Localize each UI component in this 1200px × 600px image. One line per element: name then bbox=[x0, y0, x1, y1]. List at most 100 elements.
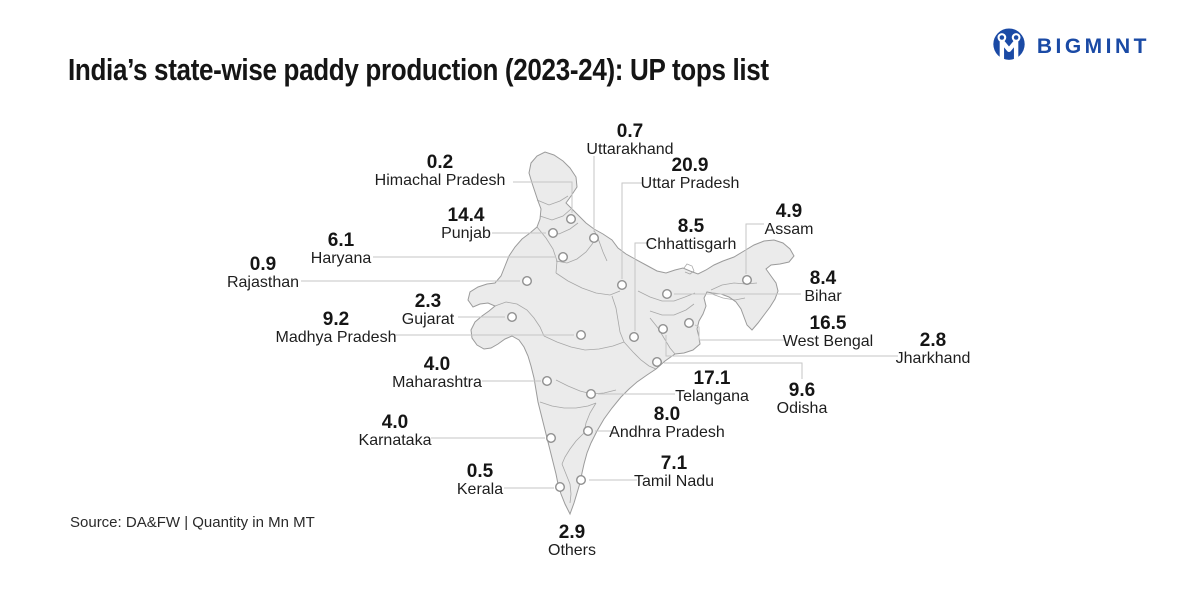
state-value: 4.0 bbox=[423, 354, 451, 375]
state-label-odisha: 9.6 Odisha bbox=[777, 381, 828, 418]
state-name: Himachal Pradesh bbox=[374, 172, 506, 189]
state-label-bihar: 8.4 Bihar bbox=[804, 269, 841, 306]
state-value: 2.3 bbox=[414, 291, 442, 312]
state-dot-jharkhand bbox=[658, 324, 669, 335]
state-value: 0.9 bbox=[249, 254, 277, 275]
state-dot-uttarakhand bbox=[589, 232, 600, 243]
state-dot-tamil-nadu bbox=[576, 475, 587, 486]
state-value: 0.7 bbox=[616, 121, 644, 142]
state-label-haryana: 6.1 Haryana bbox=[311, 231, 371, 268]
state-value: 6.1 bbox=[327, 230, 355, 251]
state-value: 14.4 bbox=[447, 205, 485, 226]
state-name: Chhattisgarh bbox=[645, 236, 737, 253]
india-state-borders bbox=[494, 195, 758, 504]
state-dot-assam bbox=[742, 275, 753, 286]
state-name: Haryana bbox=[310, 250, 372, 267]
state-dot-himachal-pradesh bbox=[566, 213, 577, 224]
state-value: 0.2 bbox=[426, 152, 454, 173]
state-label-maharashtra: 4.0 Maharashtra bbox=[392, 355, 482, 392]
state-name: Others bbox=[547, 542, 597, 559]
state-value: 8.0 bbox=[653, 404, 681, 425]
page-title: India’s state-wise paddy production (202… bbox=[68, 52, 769, 87]
state-value: 20.9 bbox=[671, 155, 709, 176]
state-label-andhra-pradesh: 8.0 Andhra Pradesh bbox=[609, 405, 725, 442]
state-dot-uttar-pradesh bbox=[617, 280, 628, 291]
leader-lines bbox=[301, 156, 898, 489]
state-dot-odisha bbox=[652, 357, 663, 368]
state-name: Odisha bbox=[776, 400, 828, 417]
state-value: 4.0 bbox=[381, 412, 409, 433]
state-value: 9.2 bbox=[322, 309, 350, 330]
state-label-uttar-pradesh: 20.9 Uttar Pradesh bbox=[641, 156, 740, 193]
state-value: 0.5 bbox=[466, 461, 494, 482]
state-name: Telangana bbox=[675, 388, 749, 405]
state-label-gujarat: 2.3 Gujarat bbox=[402, 292, 454, 329]
state-name: Bihar bbox=[804, 288, 842, 305]
state-value: 2.8 bbox=[919, 330, 947, 351]
state-label-kerala: 0.5 Kerala bbox=[457, 462, 503, 499]
state-dot-gujarat bbox=[507, 312, 518, 323]
state-label-assam: 4.9 Assam bbox=[765, 202, 814, 239]
state-name: Gujarat bbox=[401, 311, 455, 328]
state-label-rajasthan: 0.9 Rajasthan bbox=[227, 255, 299, 292]
state-dot-punjab bbox=[548, 227, 559, 238]
leader-line-chhattisgarh bbox=[634, 242, 649, 331]
leader-line-assam bbox=[745, 223, 764, 274]
state-name: Kerala bbox=[456, 481, 504, 498]
state-name: Karnataka bbox=[358, 432, 432, 449]
state-dot-andhra-pradesh bbox=[583, 426, 594, 437]
state-label-west-bengal: 16.5 West Bengal bbox=[783, 314, 873, 351]
bigmint-logo: BIGMINT bbox=[990, 26, 1150, 68]
state-dot-karnataka bbox=[546, 433, 557, 444]
state-dot-madhya-pradesh bbox=[576, 330, 587, 341]
leader-line-himachal-pradesh bbox=[513, 181, 573, 213]
state-dot-haryana bbox=[558, 251, 569, 262]
state-dots bbox=[507, 213, 753, 493]
state-dot-maharashtra bbox=[542, 376, 553, 387]
bigmint-logo-icon bbox=[993, 28, 1025, 64]
state-label-karnataka: 4.0 Karnataka bbox=[359, 413, 432, 450]
state-label-himachal-pradesh: 0.2 Himachal Pradesh bbox=[375, 153, 506, 190]
state-dot-kerala bbox=[555, 482, 566, 493]
state-dot-chhattisgarh bbox=[629, 332, 640, 343]
state-dot-bihar bbox=[662, 289, 673, 300]
state-label-punjab: 14.4 Punjab bbox=[441, 206, 491, 243]
state-name: Andhra Pradesh bbox=[609, 424, 725, 441]
state-name: West Bengal bbox=[782, 333, 874, 350]
state-value: 16.5 bbox=[809, 313, 847, 334]
state-name: Assam bbox=[764, 221, 814, 238]
state-value: 8.4 bbox=[809, 268, 837, 289]
leader-line-odisha bbox=[664, 362, 803, 379]
state-label-tamil-nadu: 7.1 Tamil Nadu bbox=[634, 454, 714, 491]
state-label-madhya-pradesh: 9.2 Madhya Pradesh bbox=[276, 310, 397, 347]
state-name: Jharkhand bbox=[895, 350, 971, 367]
leader-line-jharkhand bbox=[665, 335, 898, 357]
state-name: Maharashtra bbox=[392, 374, 482, 391]
state-label-uttarakhand: 0.7 Uttarakhand bbox=[586, 122, 673, 159]
state-label-jharkhand: 2.8 Jharkhand bbox=[896, 331, 971, 368]
state-dot-west-bengal bbox=[684, 318, 695, 329]
state-value: 8.5 bbox=[677, 216, 705, 237]
state-name: Rajasthan bbox=[226, 274, 300, 291]
state-dot-rajasthan bbox=[522, 276, 533, 287]
state-name: Tamil Nadu bbox=[633, 473, 715, 490]
state-label-others: 2.9 Others bbox=[548, 523, 596, 560]
state-name: Uttar Pradesh bbox=[640, 175, 740, 192]
state-name: Uttarakhand bbox=[586, 141, 674, 158]
state-value: 17.1 bbox=[693, 368, 731, 389]
state-value: 2.9 bbox=[558, 522, 586, 543]
state-value: 7.1 bbox=[660, 453, 688, 474]
source-note: Source: DA&FW | Quantity in Mn MT bbox=[70, 514, 315, 531]
state-label-chhattisgarh: 8.5 Chhattisgarh bbox=[646, 217, 737, 254]
leader-line-uttar-pradesh bbox=[621, 182, 643, 279]
state-name: Madhya Pradesh bbox=[275, 329, 397, 346]
leader-line-west-bengal bbox=[694, 324, 785, 341]
state-value: 9.6 bbox=[788, 380, 816, 401]
state-name: Punjab bbox=[441, 225, 491, 242]
state-dot-telangana bbox=[586, 389, 597, 400]
state-label-telangana: 17.1 Telangana bbox=[675, 369, 749, 406]
state-value: 4.9 bbox=[775, 201, 803, 222]
bigmint-logo-text: BIGMINT bbox=[1036, 35, 1150, 58]
